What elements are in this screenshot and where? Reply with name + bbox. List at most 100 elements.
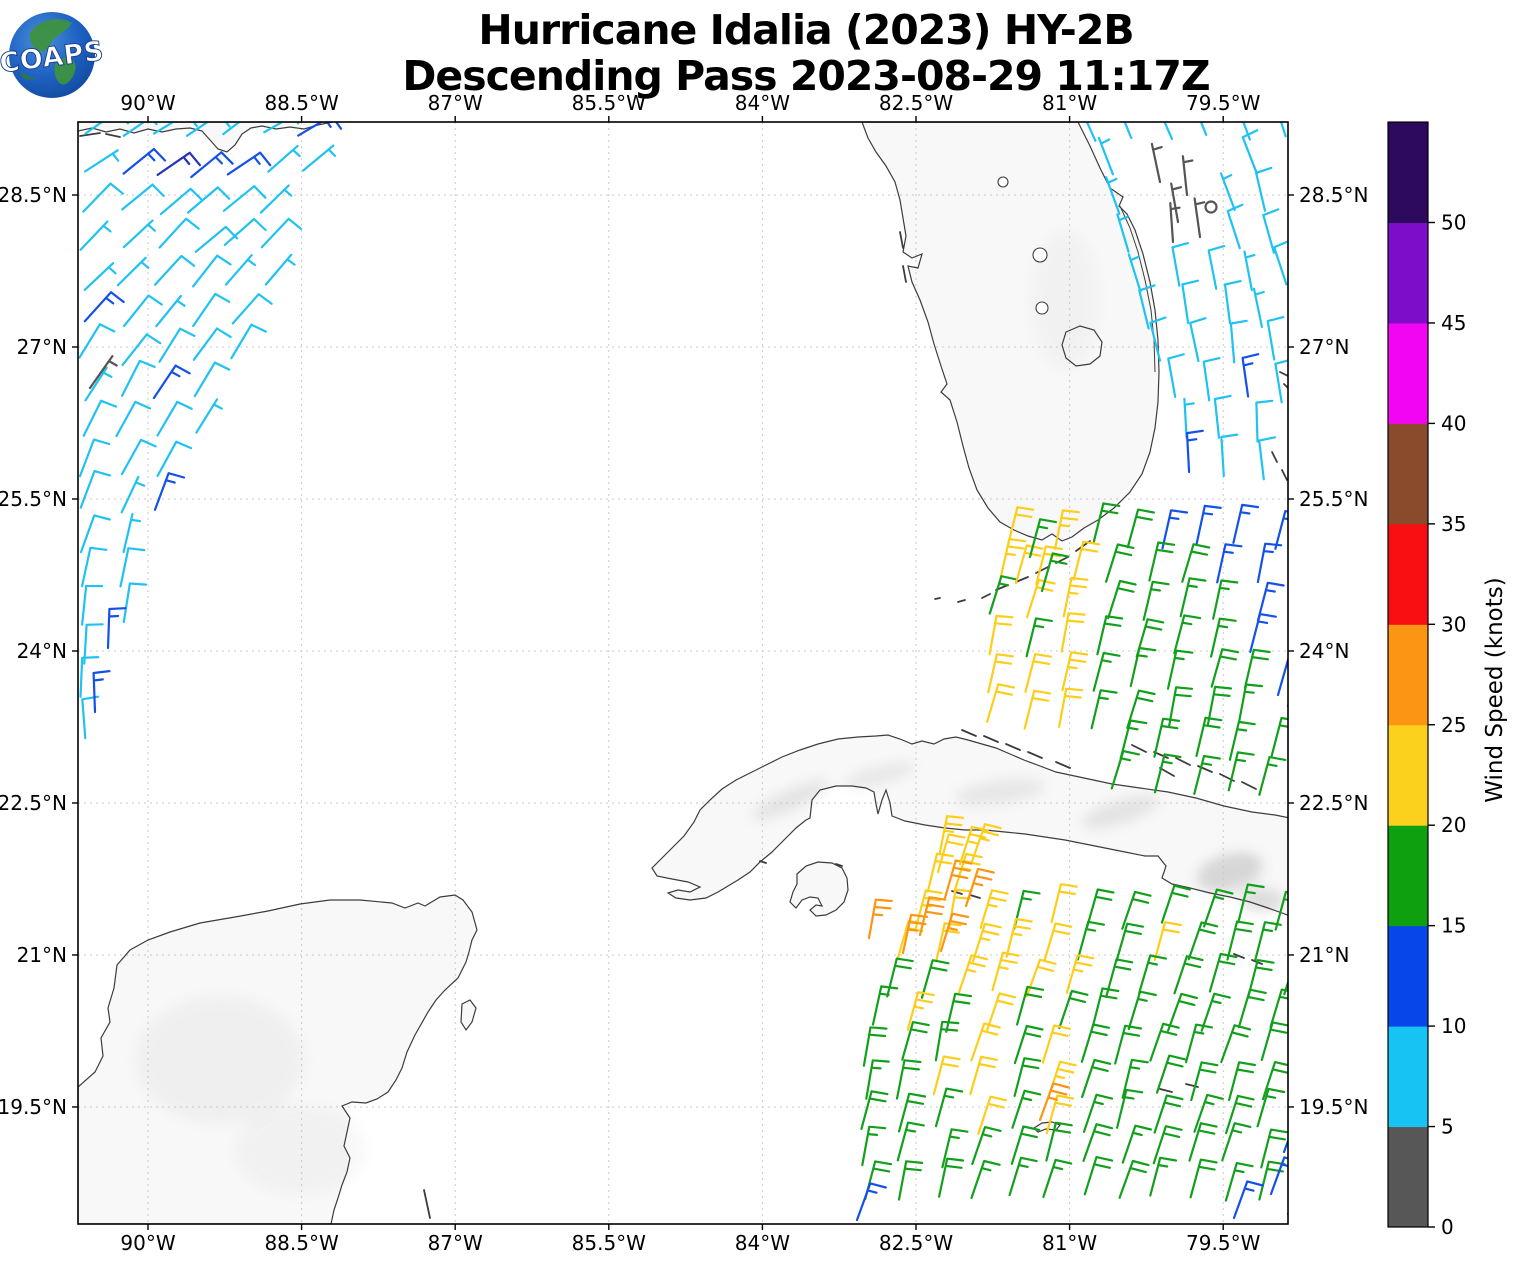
- wind-barb: [1076, 920, 1105, 961]
- coastline: [78, 894, 478, 1224]
- wind-barb: [1183, 397, 1195, 439]
- colorbar-tick-label: 50: [1441, 211, 1466, 235]
- terrain-shading-layer: [135, 230, 1284, 1195]
- axis-tick-label-left: 27°N: [17, 335, 67, 359]
- colorbar: 0 5 10 15 20 25 30 35 40 45 50: [1387, 121, 1466, 1239]
- wind-barb: [871, 985, 899, 1026]
- wind-barb: [1152, 1125, 1183, 1165]
- islet: [1233, 953, 1245, 959]
- wind-barb: [1237, 883, 1265, 924]
- wind-barb: [1273, 240, 1288, 286]
- colorbar-segment: [1388, 222, 1428, 324]
- wind-barb: [1249, 613, 1277, 653]
- axis-tick-label-top: 88.5°W: [264, 91, 339, 115]
- wind-barb: [1096, 615, 1124, 656]
- wind-barb: [865, 1059, 890, 1100]
- wind-barb: [970, 1159, 1001, 1199]
- wind-barb: [1014, 544, 1044, 585]
- wind-barb: [1153, 717, 1181, 758]
- axis-tick-label-left: 19.5°N: [0, 1095, 67, 1119]
- wind-barb: [192, 254, 232, 288]
- wind-barb: [1138, 284, 1156, 330]
- wind-barb: [1115, 922, 1144, 963]
- wind-barb: [231, 293, 273, 325]
- wind-barb: [1237, 683, 1264, 724]
- wind-barb: [1266, 316, 1285, 361]
- wind-barb: [896, 919, 926, 960]
- colorbar-tick-label: 5: [1441, 1115, 1454, 1139]
- wind-barb: [1241, 353, 1260, 398]
- logo-landmass: [20, 70, 38, 80]
- wind-barb: [860, 1090, 889, 1130]
- wind-barb: [1195, 716, 1223, 757]
- islet: [759, 860, 767, 864]
- wind-barb: [119, 547, 146, 588]
- axis-tick-label-left: 21°N: [17, 943, 67, 967]
- wind-barb: [185, 122, 231, 137]
- islet: [951, 890, 963, 895]
- wind-barb: [979, 889, 1009, 929]
- wind-barb: [78, 438, 111, 478]
- wind-barb: [79, 656, 100, 698]
- colorbar-segment: [1388, 825, 1428, 927]
- wind-barb: [972, 922, 1002, 963]
- islet: [1283, 383, 1288, 390]
- colorbar-outline: [1387, 121, 1429, 1228]
- wind-barb: [1269, 1156, 1288, 1196]
- wind-barb: [1188, 1122, 1218, 1162]
- wind-barb: [1042, 1158, 1073, 1198]
- colorbar-tick-label: 35: [1441, 512, 1466, 536]
- wind-barb: [1025, 958, 1057, 998]
- wind-barb: [79, 514, 111, 554]
- wind-barb: [1026, 578, 1056, 619]
- wind-barb: [1220, 1024, 1252, 1064]
- wind-barb: [1072, 540, 1101, 581]
- wind-barb: [1016, 985, 1045, 1026]
- wind-barb: [934, 1020, 960, 1062]
- axis-tick-label-bottom: 82.5°W: [879, 1231, 954, 1255]
- wind-barb: [1118, 1159, 1150, 1199]
- wind-barb: [1045, 1121, 1073, 1162]
- islet: [1027, 751, 1043, 759]
- wind-barb: [886, 957, 914, 998]
- axis-tick-label-bottom: 87°W: [428, 1231, 483, 1255]
- islet: [1005, 743, 1021, 751]
- wind-barb: [1200, 992, 1231, 1032]
- wind-barb: [953, 852, 983, 893]
- wind-barb: [1190, 1061, 1219, 1102]
- wind-barb: [115, 400, 151, 438]
- islet: [957, 599, 966, 603]
- colorbar-tick-label: 20: [1441, 813, 1466, 837]
- map-frame: [77, 121, 1289, 1225]
- wind-barb: [1114, 1024, 1143, 1065]
- wind-barb: [1226, 920, 1254, 961]
- wind-barb: [1060, 612, 1086, 653]
- wind-barb: [152, 364, 191, 400]
- wind-barb: [1227, 751, 1255, 792]
- colorbar-tick-label: 25: [1441, 713, 1466, 737]
- wind-barb: [190, 151, 234, 179]
- wind-barb: [1260, 1128, 1288, 1169]
- wind-barb: [192, 327, 232, 361]
- wind-barb: [1091, 987, 1120, 1028]
- wind-barb: [158, 327, 196, 363]
- wind-barb: [153, 254, 196, 286]
- wind-barb: [1220, 433, 1239, 477]
- wind-barb: [156, 440, 193, 477]
- axis-tick-label-right: 25.5°N: [1299, 487, 1369, 511]
- wind-barb: [226, 151, 272, 176]
- wind-barb: [82, 182, 124, 213]
- coastline: [460, 999, 477, 1032]
- wind-barb: [1160, 884, 1191, 924]
- wind-barb: [153, 472, 186, 511]
- wind-barb: [121, 359, 156, 397]
- wind-barb: [1083, 1156, 1114, 1196]
- axis-tick-label-left: 25.5°N: [0, 487, 67, 511]
- landmass: [78, 122, 332, 152]
- wind-barb: [862, 1026, 888, 1067]
- wind-barb: [1282, 1137, 1288, 1154]
- coastline: [651, 734, 1288, 916]
- wind-barb: [1242, 122, 1251, 141]
- wind-barb: [260, 217, 303, 249]
